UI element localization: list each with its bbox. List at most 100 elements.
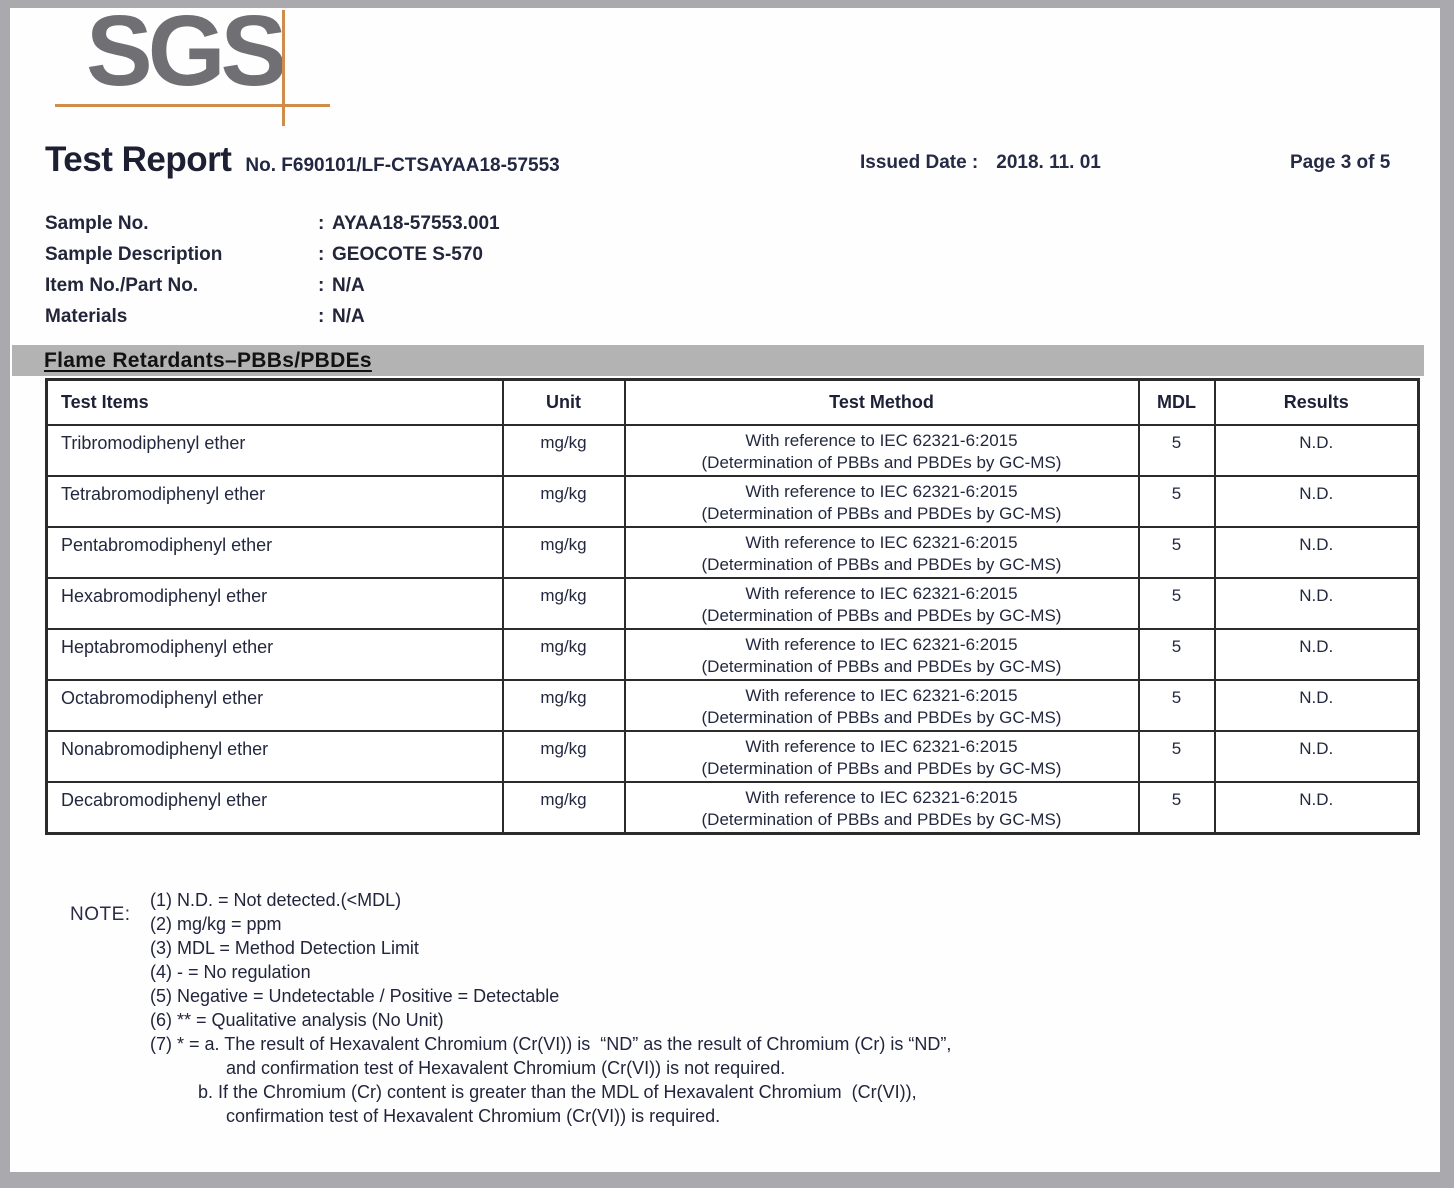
method-line1: With reference to IEC 62321-6:2015 <box>745 430 1018 450</box>
note-line: (3) MDL = Method Detection Limit <box>150 938 419 958</box>
item-part-no-value: N/A <box>332 274 365 296</box>
logo-vertical-line <box>282 10 285 126</box>
sample-info-row: Sample Description : GEOCOTE S-570 <box>45 239 945 270</box>
col-header-results: Results <box>1213 378 1420 426</box>
test-item: Hexabromodiphenyl ether <box>45 576 504 630</box>
note-line: (5) Negative = Undetectable / Positive =… <box>150 986 560 1006</box>
note-line: confirmation test of Hexavalent Chromium… <box>226 1106 721 1126</box>
method-line2: (Determination of PBBs and PBDEs by GC-M… <box>701 554 1062 574</box>
table-row: Heptabromodiphenyl ether mg/kg With refe… <box>45 627 1420 681</box>
method-line1: With reference to IEC 62321-6:2015 <box>745 685 1018 705</box>
sample-info-row: Item No./Part No. : N/A <box>45 270 945 301</box>
test-method: With reference to IEC 62321-6:2015 (Deter… <box>623 729 1140 783</box>
sample-description-label: Sample Description <box>45 243 223 265</box>
test-method: With reference to IEC 62321-6:2015 (Deter… <box>623 627 1140 681</box>
materials-value: N/A <box>332 305 365 327</box>
note-lines: (1) N.D. = Not detected.(<MDL) (2) mg/kg… <box>150 888 951 1128</box>
section-title: Flame Retardants–PBBs/PBDEs <box>44 348 372 372</box>
test-method: With reference to IEC 62321-6:2015 (Deter… <box>623 780 1140 834</box>
mdl: 5 <box>1137 423 1216 477</box>
unit: mg/kg <box>501 627 626 681</box>
method-line1: With reference to IEC 62321-6:2015 <box>745 634 1018 654</box>
table-header-row: Test Items Unit Test Method MDL Results <box>45 378 1420 426</box>
mdl: 5 <box>1137 627 1216 681</box>
materials-label: Materials <box>45 305 128 327</box>
note-line: b. If the Chromium (Cr) content is great… <box>198 1082 917 1102</box>
table-row: Pentabromodiphenyl ether mg/kg With refe… <box>45 525 1420 579</box>
test-item: Pentabromodiphenyl ether <box>45 525 504 579</box>
method-line1: With reference to IEC 62321-6:2015 <box>745 787 1018 807</box>
report-page: SGS Test Report No. F690101/LF-CTSAYAA18-… <box>10 0 1440 1172</box>
note-line: (4) - = No regulation <box>150 962 311 982</box>
method-line2: (Determination of PBBs and PBDEs by GC-M… <box>701 707 1062 727</box>
test-item: Heptabromodiphenyl ether <box>45 627 504 681</box>
page-indicator: Page 3 of 5 <box>1290 152 1391 173</box>
mdl: 5 <box>1137 678 1216 732</box>
col-header-test-method: Test Method <box>623 378 1140 426</box>
sample-no-label: Sample No. <box>45 212 149 234</box>
mdl: 5 <box>1137 474 1216 528</box>
table-row: Hexabromodiphenyl ether mg/kg With refer… <box>45 576 1420 630</box>
result: N.D. <box>1213 729 1420 783</box>
result: N.D. <box>1213 423 1420 477</box>
method-line2: (Determination of PBBs and PBDEs by GC-M… <box>701 656 1062 676</box>
logo-horizontal-line <box>55 104 330 107</box>
result: N.D. <box>1213 474 1420 528</box>
unit: mg/kg <box>501 576 626 630</box>
result: N.D. <box>1213 780 1420 834</box>
issued-date-value: 2018. 11. 01 <box>996 152 1101 173</box>
method-line2: (Determination of PBBs and PBDEs by GC-M… <box>701 452 1062 472</box>
report-number-value: F690101/LF-CTSAYAA18-57553 <box>281 155 560 176</box>
mdl: 5 <box>1137 525 1216 579</box>
result: N.D. <box>1213 627 1420 681</box>
result: N.D. <box>1213 678 1420 732</box>
issued-date: Issued Date : 2018. 11. 01 <box>860 152 1101 174</box>
sample-info-row: Materials : N/A <box>45 301 945 332</box>
sgs-logo: SGS <box>10 0 350 143</box>
table-row: Tribromodiphenyl ether mg/kg With refere… <box>45 423 1420 477</box>
report-number: No. F690101/LF-CTSAYAA18-57553 <box>245 155 559 177</box>
method-line1: With reference to IEC 62321-6:2015 <box>745 736 1018 756</box>
method-line2: (Determination of PBBs and PBDEs by GC-M… <box>701 503 1062 523</box>
colon: : <box>318 212 325 234</box>
method-line1: With reference to IEC 62321-6:2015 <box>745 481 1018 501</box>
sample-description-value: GEOCOTE S-570 <box>332 243 483 265</box>
test-method: With reference to IEC 62321-6:2015 (Deter… <box>623 474 1140 528</box>
test-item: Decabromodiphenyl ether <box>45 780 504 834</box>
report-number-prefix: No. <box>245 155 276 176</box>
result: N.D. <box>1213 525 1420 579</box>
report-header: Test Report No. F690101/LF-CTSAYAA18-5755… <box>45 140 1415 184</box>
table-row: Decabromodiphenyl ether mg/kg With refer… <box>45 780 1420 834</box>
method-line2: (Determination of PBBs and PBDEs by GC-M… <box>701 758 1062 778</box>
unit: mg/kg <box>501 729 626 783</box>
note-line: (6) ** = Qualitative analysis (No Unit) <box>150 1010 444 1030</box>
sample-info: Sample No. : AYAA18-57553.001 Sample Des… <box>45 208 945 332</box>
unit: mg/kg <box>501 780 626 834</box>
mdl: 5 <box>1137 576 1216 630</box>
test-item: Nonabromodiphenyl ether <box>45 729 504 783</box>
test-method: With reference to IEC 62321-6:2015 (Deter… <box>623 576 1140 630</box>
method-line1: With reference to IEC 62321-6:2015 <box>745 532 1018 552</box>
note-line: (1) N.D. = Not detected.(<MDL) <box>150 890 402 910</box>
method-line1: With reference to IEC 62321-6:2015 <box>745 583 1018 603</box>
colon: : <box>318 243 325 265</box>
table-row: Tetrabromodiphenyl ether mg/kg With refe… <box>45 474 1420 528</box>
issued-date-label: Issued Date : <box>860 152 979 173</box>
test-method: With reference to IEC 62321-6:2015 (Deter… <box>623 678 1140 732</box>
sample-info-row: Sample No. : AYAA18-57553.001 <box>45 208 945 239</box>
method-line2: (Determination of PBBs and PBDEs by GC-M… <box>701 809 1062 829</box>
col-header-mdl: MDL <box>1137 378 1216 426</box>
note-line: (2) mg/kg = ppm <box>150 914 282 934</box>
sgs-logo-text: SGS <box>86 0 287 107</box>
item-part-no-label: Item No./Part No. <box>45 274 199 296</box>
result: N.D. <box>1213 576 1420 630</box>
test-item: Octabromodiphenyl ether <box>45 678 504 732</box>
table-row: Nonabromodiphenyl ether mg/kg With refer… <box>45 729 1420 783</box>
test-method: With reference to IEC 62321-6:2015 (Deter… <box>623 423 1140 477</box>
table-row: Octabromodiphenyl ether mg/kg With refer… <box>45 678 1420 732</box>
note-label: NOTE: <box>70 904 131 925</box>
colon: : <box>318 274 325 296</box>
section-header-bar: Flame Retardants–PBBs/PBDEs <box>12 345 1424 376</box>
sample-no-value: AYAA18-57553.001 <box>332 212 500 234</box>
